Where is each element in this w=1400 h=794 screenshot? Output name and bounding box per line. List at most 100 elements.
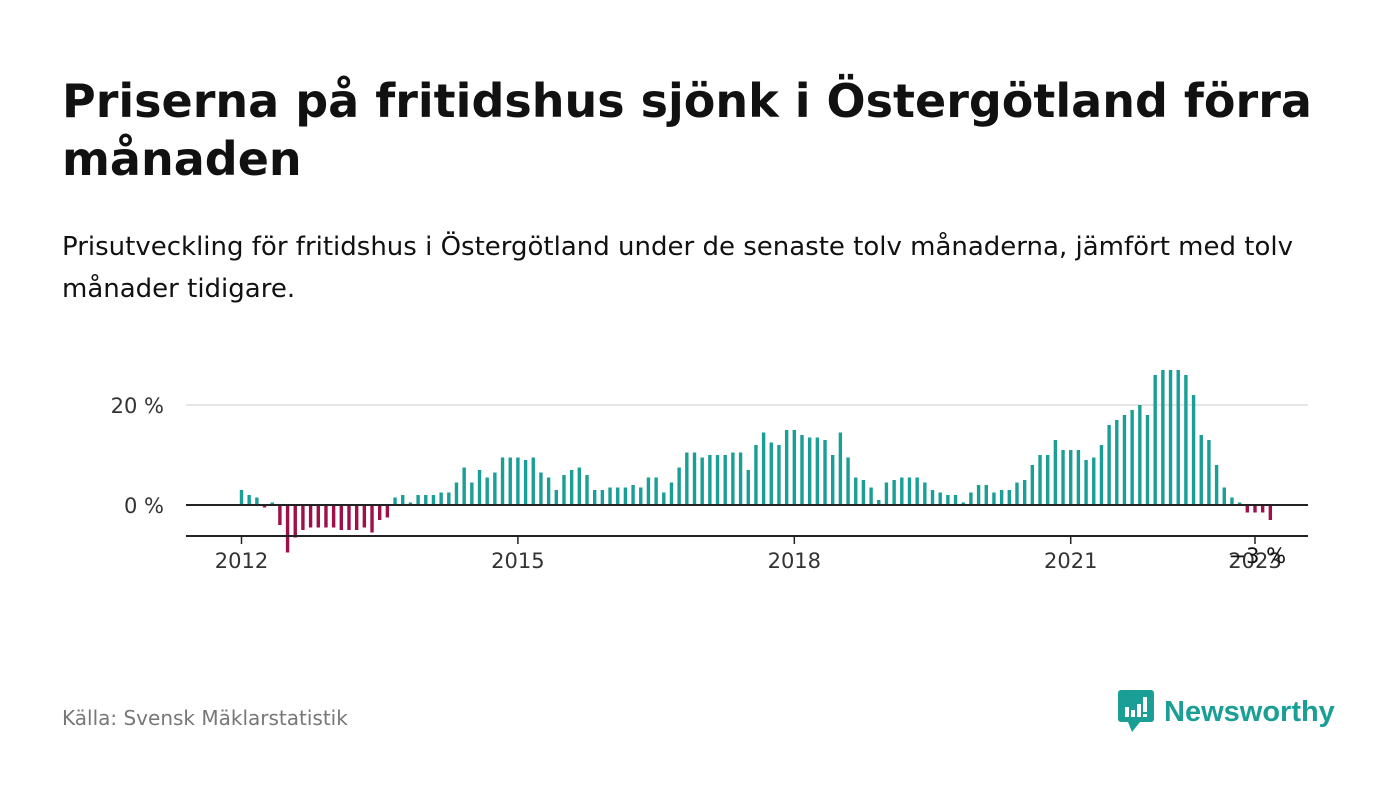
bar [1168,370,1173,505]
bar [1076,450,1081,505]
bar [700,457,704,505]
last-value-label: −3 % [1229,544,1287,568]
bar [623,487,628,505]
bar [807,437,812,505]
bar [301,505,305,530]
bar [393,497,397,505]
bar [1061,450,1065,505]
bar [546,477,551,505]
bars [239,370,1273,553]
bar [339,505,344,530]
bar [900,477,904,505]
bar [823,440,827,505]
bar [247,495,251,505]
bar [439,492,443,505]
bar [347,505,351,530]
bar [631,485,635,505]
bar [1022,480,1027,505]
bar [662,492,666,505]
bar [961,502,965,505]
bar [370,505,374,533]
chart-subtitle: Prisutveckling för fritidshus i Östergöt… [62,232,1293,304]
bar [1099,445,1104,505]
bar [1214,465,1219,505]
bar [401,495,405,505]
bar [854,477,858,505]
bar [646,477,651,505]
bar [1222,487,1226,505]
bar [1260,505,1265,513]
bar [800,435,804,505]
bar [669,482,674,505]
bar [1138,405,1142,505]
chart-title: Priserna på fritidshus sjönk i Östergötl… [62,74,1312,186]
bar [1237,502,1242,505]
bar [746,470,750,505]
brand-logo: Newsworthy [1118,690,1335,734]
bar [923,482,927,505]
bar [1207,440,1211,505]
bar [270,502,274,505]
bar [708,455,712,505]
bar [431,495,436,505]
bar [285,505,290,553]
bar [569,470,574,505]
bar [777,445,781,505]
y-tick-label: 0 % [124,494,164,518]
bar [831,455,835,505]
bar [654,477,658,505]
bar [516,457,520,505]
bar [892,480,896,505]
bar [815,437,820,505]
bar [308,505,313,528]
bar [608,487,612,505]
bar [1115,420,1119,505]
bar [1030,465,1035,505]
bar [792,430,797,505]
bar [239,490,244,505]
bar [454,482,459,505]
bar [915,477,919,505]
bar [554,490,558,505]
bar [1230,497,1234,505]
bar [769,442,773,505]
bar [485,477,489,505]
bar [1007,490,1011,505]
bar [1107,425,1111,505]
axes [186,504,1308,544]
bar [600,490,605,505]
bar [677,467,681,505]
bar [692,452,697,505]
bar [1268,505,1273,520]
bar [930,490,935,505]
bar [408,502,413,505]
bar [1092,457,1096,505]
bar [784,430,789,505]
bar [754,445,758,505]
x-tick-label: 2021 [1044,549,1097,573]
bar [293,505,297,538]
bar [1053,440,1058,505]
bar [1176,370,1180,505]
bar [953,495,958,505]
bar [946,495,950,505]
bar [969,492,973,505]
bar [424,495,428,505]
x-tick-label: 2012 [215,549,268,573]
bar [316,505,320,528]
bar [984,485,988,505]
bar [324,505,328,528]
bar [877,500,881,505]
bar-chart: 0 % 20 % 2012 2015 2018 2021 2023−3 % [111,370,1308,573]
bar [761,432,766,505]
bar [685,452,689,505]
bar [1084,460,1088,505]
bar [1199,435,1203,505]
bar [938,492,942,505]
bar [477,470,482,505]
labels: 0 % 20 % 2012 2015 2018 2021 2023−3 % [111,394,1287,573]
bar [992,492,996,505]
bar [1038,455,1042,505]
bar [262,505,267,508]
bar [523,460,528,505]
